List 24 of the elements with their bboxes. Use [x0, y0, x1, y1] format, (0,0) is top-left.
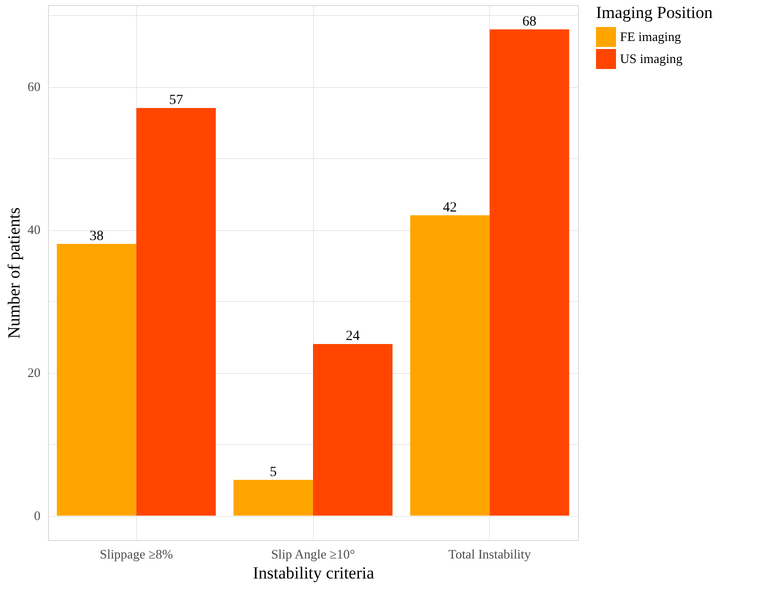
- bar: [490, 29, 570, 516]
- y-tick-label: 0: [34, 508, 40, 524]
- data-label: 24: [346, 329, 360, 344]
- bar: [56, 244, 136, 516]
- y-tick-label: 40: [28, 222, 40, 238]
- bar: [234, 480, 313, 516]
- legend-label: US imaging: [620, 51, 683, 66]
- bar: [136, 108, 216, 516]
- data-label: 38: [90, 228, 104, 244]
- x-tick-label: Slippage ≥8%: [100, 546, 174, 562]
- legend-title: Imaging Position: [596, 3, 714, 22]
- y-tick-label: 60: [28, 79, 40, 94]
- data-label: 68: [522, 14, 536, 30]
- x-tick-label: Slip Angle ≥10°: [271, 546, 355, 562]
- y-axis-title: Number of patients: [4, 207, 24, 339]
- data-label: 42: [442, 200, 457, 216]
- bar: [410, 215, 490, 516]
- x-tick-label: Total Instability: [448, 546, 532, 562]
- x-axis-title: Instability criteria: [252, 564, 375, 582]
- data-label: 57: [169, 92, 184, 108]
- bar: [313, 344, 392, 516]
- legend-label: FE imaging: [620, 29, 682, 44]
- data-label: 5: [270, 464, 277, 480]
- y-tick-label: 20: [28, 365, 40, 380]
